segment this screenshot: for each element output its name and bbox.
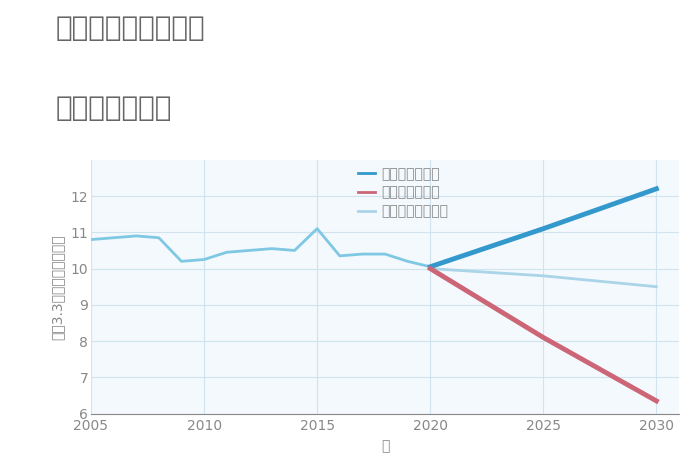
X-axis label: 年: 年 (381, 439, 389, 453)
Text: 千葉県市原市本郷の: 千葉県市原市本郷の (56, 14, 206, 42)
Text: 土地の価格推移: 土地の価格推移 (56, 94, 172, 122)
Legend: グッドシナリオ, バッドシナリオ, ノーマルシナリオ: グッドシナリオ, バッドシナリオ, ノーマルシナリオ (358, 167, 449, 219)
Y-axis label: 坪（3.3㎡）単価（万円）: 坪（3.3㎡）単価（万円） (51, 234, 65, 339)
